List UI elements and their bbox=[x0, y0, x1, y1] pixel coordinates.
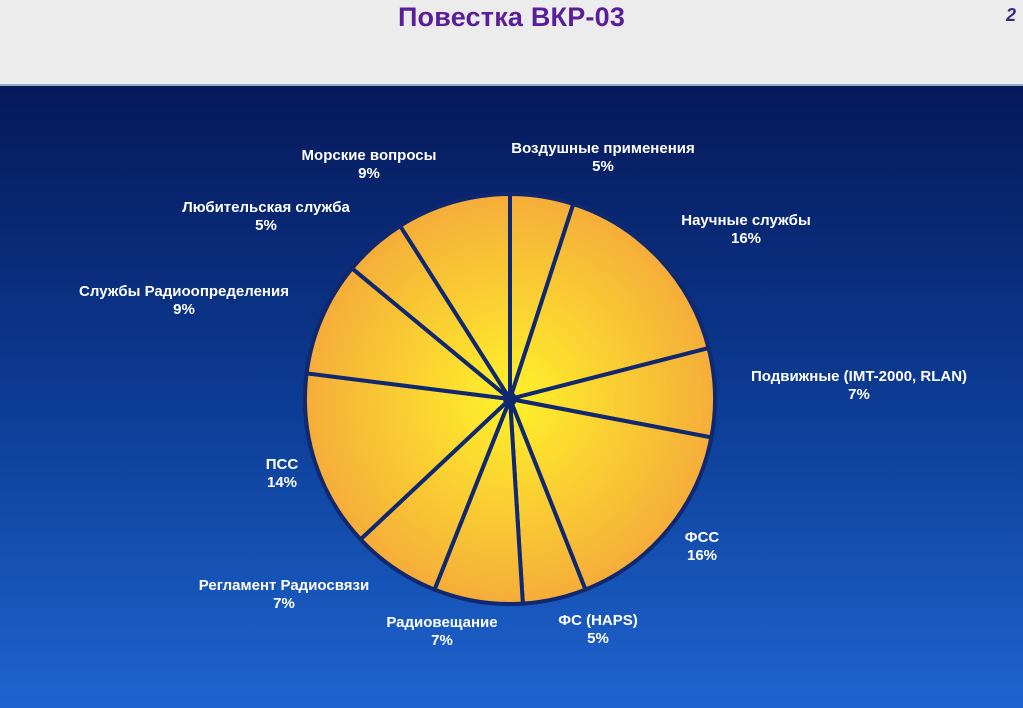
slice-label-value: 9% bbox=[173, 301, 195, 318]
slice-label: Службы Радиоопределения 9% bbox=[79, 283, 289, 318]
slice-label-name: Морские вопросы bbox=[302, 147, 437, 164]
slice-label-value: 5% bbox=[592, 158, 614, 175]
slice-label-name: Радиовещание bbox=[386, 614, 497, 631]
slice-label-value: 7% bbox=[431, 632, 453, 649]
slice-label: Морские вопросы 9% bbox=[302, 147, 437, 182]
slice-label: Радиовещание 7% bbox=[386, 614, 497, 649]
slice-label-value: 5% bbox=[255, 217, 277, 234]
slice-label-value: 7% bbox=[848, 386, 870, 403]
slice-label-name: ПСС bbox=[266, 456, 299, 473]
slice-label-name: Воздушные применения bbox=[511, 140, 695, 157]
slice-label: Любительская служба 5% bbox=[182, 199, 350, 234]
pie-slices bbox=[303, 192, 717, 606]
slice-label: Регламент Радиосвязи 7% bbox=[199, 577, 369, 612]
pie-slice bbox=[398, 192, 512, 401]
pie-slice bbox=[303, 371, 512, 542]
slice-label-name: Регламент Радиосвязи bbox=[199, 577, 369, 594]
pie-slice bbox=[508, 202, 711, 401]
slice-label-value: 16% bbox=[731, 230, 761, 247]
pie-slice bbox=[304, 266, 512, 401]
chart-panel: Воздушные применения 5% Научные службы 16% П… bbox=[0, 84, 1023, 708]
slide-title: Повестка ВКР-03 bbox=[397, 2, 626, 32]
slice-label: Подвижные (IMT-2000, RLAN) 7% bbox=[751, 368, 967, 403]
slice-label-value: 5% bbox=[587, 630, 609, 647]
slide-header: Повестка ВКР-03 2 bbox=[0, 0, 1023, 84]
slice-label-name: Службы Радиоопределения bbox=[79, 283, 289, 300]
slice-label-name: Подвижные (IMT-2000, RLAN) bbox=[751, 368, 967, 385]
slice-label: Научные службы 16% bbox=[681, 212, 811, 247]
slice-label-name: Любительская служба bbox=[182, 199, 350, 216]
slice-label-value: 9% bbox=[358, 165, 380, 182]
pie-center-hub bbox=[503, 392, 517, 406]
slice-label-value: 16% bbox=[687, 547, 717, 564]
slice-label-name: Научные службы bbox=[681, 212, 811, 229]
slice-label-name: ФСС bbox=[685, 529, 720, 546]
slice-label-value: 7% bbox=[273, 595, 295, 612]
slice-label: ФСС 16% bbox=[685, 529, 720, 564]
slice-label: ФС (HAPS) 5% bbox=[558, 612, 637, 647]
page-number: 2 bbox=[1005, 5, 1016, 25]
slice-label-name: ФС (HAPS) bbox=[558, 612, 637, 629]
pie-chart: Воздушные применения 5%Научные службы 16%П… bbox=[79, 140, 967, 649]
slice-labels: Воздушные применения 5%Научные службы 16%П… bbox=[79, 140, 967, 649]
slice-label: Воздушные применения 5% bbox=[511, 140, 695, 175]
pie-slice bbox=[508, 397, 714, 592]
slice-label: ПСС 14% bbox=[266, 456, 299, 491]
slice-label-value: 14% bbox=[267, 474, 297, 491]
